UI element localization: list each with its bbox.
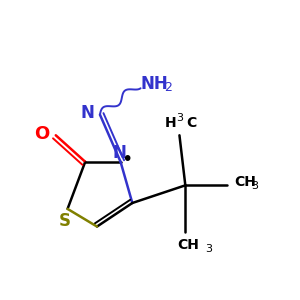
Text: NH: NH [140, 75, 168, 93]
Text: S: S [58, 212, 70, 230]
Text: O: O [34, 125, 49, 143]
Text: •: • [121, 150, 133, 169]
Text: 3: 3 [206, 244, 212, 254]
Text: 2: 2 [164, 81, 172, 94]
Text: N: N [81, 104, 94, 122]
Text: CH: CH [234, 176, 256, 189]
Text: H: H [165, 116, 176, 130]
Text: 3: 3 [251, 181, 258, 191]
Text: C: C [186, 116, 196, 130]
Text: CH: CH [177, 238, 199, 252]
Text: 3: 3 [176, 113, 184, 124]
Text: N: N [112, 144, 126, 162]
